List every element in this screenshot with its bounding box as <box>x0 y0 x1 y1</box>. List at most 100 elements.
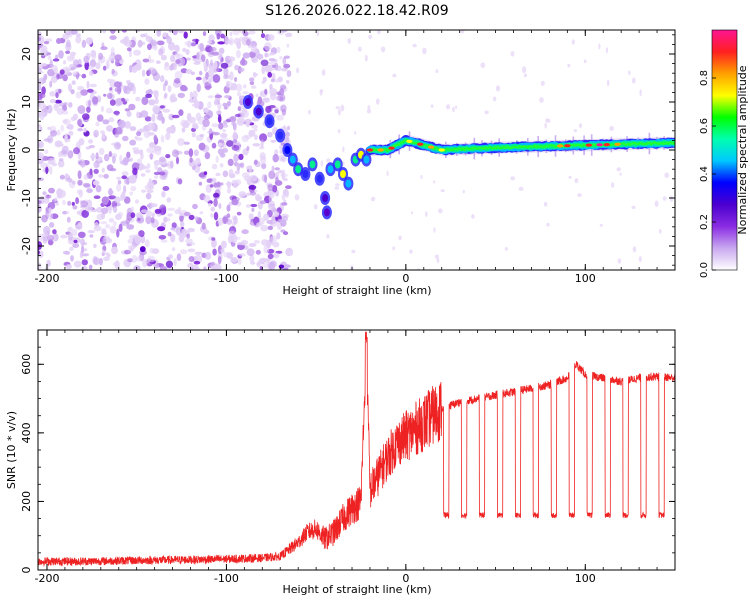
noise-blob <box>245 119 250 128</box>
noise-blob <box>128 175 136 180</box>
noise-blob <box>114 81 122 88</box>
x-tick-label: 100 <box>575 272 596 285</box>
noise-blob <box>170 160 174 169</box>
noise-blob <box>168 254 174 259</box>
noise-blob <box>86 80 90 89</box>
noise-blob <box>598 43 601 50</box>
noise-blob <box>471 214 475 219</box>
noise-blob <box>112 156 116 164</box>
noise-blob <box>492 96 497 102</box>
noise-blob <box>239 59 248 66</box>
noise-blob <box>224 35 229 45</box>
noise-blob <box>148 99 156 106</box>
noise-blob <box>283 63 291 69</box>
noise-blob <box>229 71 234 81</box>
noise-blob <box>316 30 320 37</box>
noise-blob <box>280 173 288 178</box>
noise-blob <box>170 227 176 231</box>
noise-blob <box>192 97 197 103</box>
noise-blob <box>230 256 238 263</box>
noise-blob <box>266 220 273 224</box>
noise-blob <box>233 153 240 163</box>
noise-blob <box>162 108 171 113</box>
noise-blob <box>73 59 79 67</box>
noise-blob <box>260 92 264 96</box>
noise-blob <box>72 229 78 237</box>
transition-blob-core <box>277 131 284 140</box>
noise-blob <box>294 194 300 201</box>
transition-blob-core <box>327 165 334 174</box>
noise-blob <box>132 85 137 95</box>
noise-blob <box>129 126 137 132</box>
noise-blob <box>47 126 52 130</box>
noise-blob <box>185 68 193 75</box>
noise-blob <box>166 197 172 203</box>
chart-title: S126.2026.022.18.42.R09 <box>265 3 448 19</box>
noise-blob <box>211 237 216 241</box>
noise-blob <box>45 166 49 175</box>
noise-blob <box>605 47 609 54</box>
noise-blob <box>124 39 132 47</box>
x-tick-label: -200 <box>34 272 59 285</box>
noise-blob <box>105 238 113 244</box>
noise-blob <box>422 47 427 55</box>
noise-blob <box>72 71 78 76</box>
noise-blob <box>62 250 70 255</box>
noise-blob <box>224 95 231 99</box>
noise-blob <box>233 215 238 225</box>
noise-blob <box>272 241 280 248</box>
noise-blob <box>242 52 250 59</box>
noise-blob <box>221 137 229 141</box>
noise-blob <box>274 180 283 186</box>
noise-blob <box>279 145 283 150</box>
noise-blob <box>77 105 86 114</box>
noise-blob <box>366 109 372 114</box>
transition-blob-core <box>295 165 302 174</box>
noise-blob <box>105 125 114 132</box>
noise-blob <box>38 200 42 204</box>
noise-blob <box>308 109 311 115</box>
noise-blob <box>654 200 659 207</box>
noise-blob <box>259 133 268 142</box>
noise-blob <box>285 189 289 198</box>
noise-blob <box>92 180 100 186</box>
noise-blob <box>168 113 174 121</box>
noise-blob <box>281 193 286 201</box>
noise-blob <box>267 261 275 270</box>
noise-blob <box>42 157 50 161</box>
noise-blob <box>268 58 276 62</box>
noise-blob <box>165 260 173 268</box>
noise-blob <box>169 64 174 71</box>
noise-blob <box>149 247 155 254</box>
noise-blob <box>45 194 52 199</box>
noise-blob <box>121 175 127 180</box>
y-tick-label: 10 <box>20 95 33 109</box>
noise-blob <box>164 92 168 98</box>
noise-blob <box>135 96 141 102</box>
noise-blob <box>49 91 56 97</box>
noise-blob <box>177 138 185 146</box>
noise-blob <box>392 246 395 251</box>
noise-blob <box>49 166 53 175</box>
signal-hotspot <box>438 148 445 152</box>
spectrogram-noise-blobs <box>38 30 674 270</box>
noise-blob <box>376 30 381 35</box>
noise-blob <box>137 217 141 222</box>
noise-blob <box>286 43 290 48</box>
noise-blob <box>631 205 636 210</box>
noise-blob <box>409 249 413 254</box>
noise-blob <box>351 249 356 254</box>
noise-blob <box>148 153 154 159</box>
noise-blob <box>193 260 201 265</box>
noise-blob <box>84 61 90 71</box>
x-tick-label: -200 <box>34 572 59 585</box>
y-tick-label: 0 <box>20 147 33 154</box>
noise-blob <box>108 195 117 200</box>
noise-blob <box>58 151 63 158</box>
noise-blob <box>109 30 116 34</box>
noise-blob <box>368 34 373 40</box>
noise-blob <box>283 55 290 59</box>
noise-blob <box>249 77 255 82</box>
noise-blob <box>248 51 256 58</box>
noise-blob <box>262 97 271 103</box>
